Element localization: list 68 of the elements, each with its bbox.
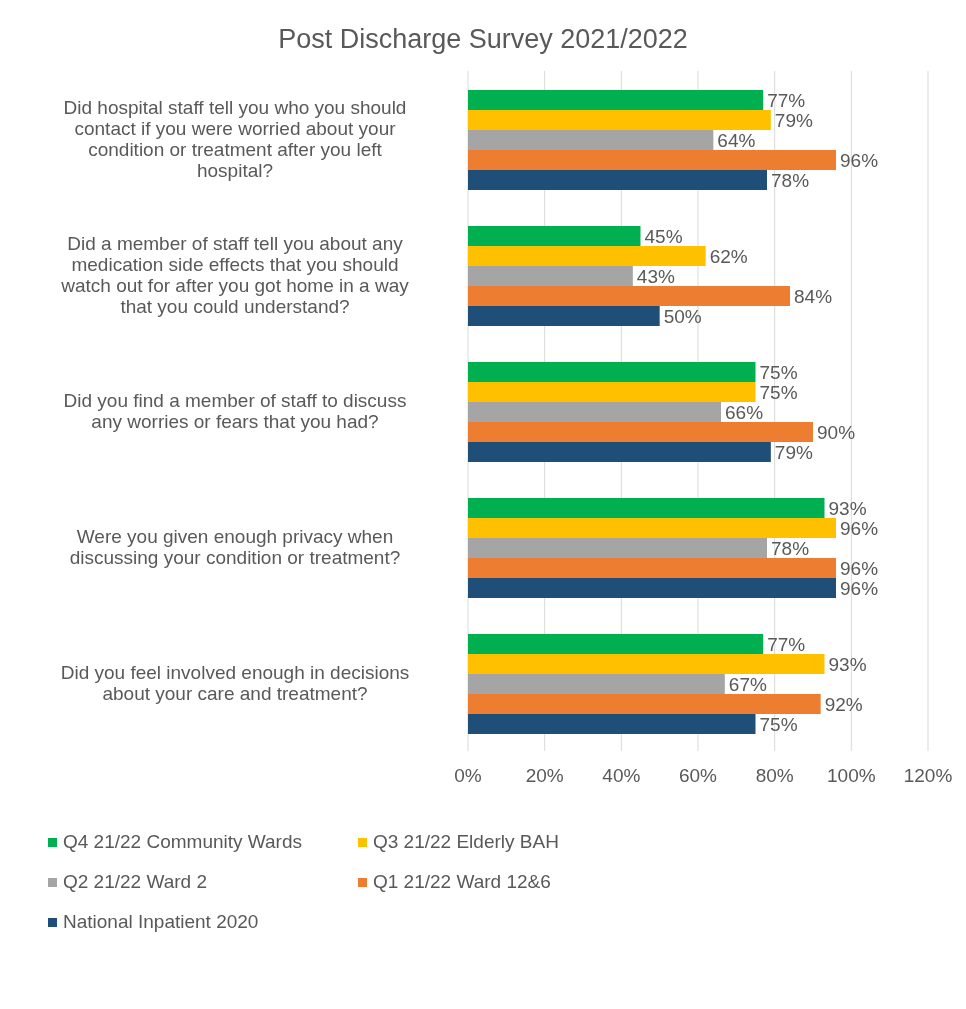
bar bbox=[468, 130, 714, 151]
data-label: 77% bbox=[767, 90, 806, 112]
data-label: 96% bbox=[840, 578, 879, 600]
chart-title: Post Discharge Survey 2021/2022 bbox=[277, 24, 689, 55]
y-tick-label: Did hospital staff tell you who you should contact if you were worried about your condition or treatment after you left hospital? bbox=[63, 96, 407, 181]
data-label: 84% bbox=[794, 286, 833, 308]
bar bbox=[468, 150, 836, 171]
x-tick-label: 40% bbox=[602, 765, 641, 787]
data-label: 43% bbox=[636, 266, 675, 288]
data-label: 75% bbox=[759, 362, 798, 384]
data-label: 96% bbox=[840, 558, 879, 580]
bar bbox=[468, 382, 756, 403]
bar bbox=[468, 422, 813, 443]
bar bbox=[468, 90, 764, 111]
bar bbox=[468, 538, 767, 559]
bar bbox=[468, 362, 756, 383]
bar bbox=[468, 226, 641, 247]
legend-label: National Inpatient 2020 bbox=[63, 911, 259, 933]
y-tick-label: Were you given enough privacy when discussing your condition or treatment? bbox=[69, 525, 401, 568]
data-label: 90% bbox=[817, 422, 856, 444]
y-tick-label: Did you find a member of staff to discuss any worries or fears that you had? bbox=[63, 389, 407, 432]
bar bbox=[468, 246, 706, 267]
bar bbox=[468, 498, 825, 519]
data-label: 45% bbox=[644, 226, 683, 248]
bar bbox=[468, 306, 660, 327]
x-tick-label: 80% bbox=[755, 765, 794, 787]
bar bbox=[468, 266, 633, 287]
x-tick-label: 120% bbox=[903, 765, 953, 787]
data-label: 78% bbox=[771, 170, 810, 192]
bar bbox=[468, 286, 790, 307]
legend-label: Q4 21/22 Community Wards bbox=[63, 831, 302, 853]
data-label: 75% bbox=[759, 714, 798, 736]
data-label: 78% bbox=[771, 538, 810, 560]
legend-label: Q2 21/22 Ward 2 bbox=[63, 871, 207, 893]
data-label: 96% bbox=[840, 518, 879, 540]
data-label: 79% bbox=[774, 110, 813, 132]
x-tick-label: 60% bbox=[678, 765, 718, 787]
data-label: 50% bbox=[663, 306, 702, 328]
data-label: 93% bbox=[828, 498, 867, 520]
legend-label: Q3 21/22 Elderly BAH bbox=[373, 831, 559, 853]
data-label: 79% bbox=[774, 442, 813, 464]
bar bbox=[468, 442, 771, 463]
y-tick-label: Did you feel involved enough in decisions about your care and treatment? bbox=[60, 661, 410, 704]
x-tick-label: 0% bbox=[454, 765, 482, 787]
data-label: 62% bbox=[709, 246, 748, 268]
bar bbox=[468, 654, 825, 675]
bar bbox=[468, 518, 836, 539]
data-label: 92% bbox=[824, 694, 863, 716]
bar bbox=[468, 694, 821, 715]
data-label: 67% bbox=[728, 674, 767, 696]
bar bbox=[468, 674, 725, 695]
bar bbox=[468, 714, 756, 735]
x-tick-label: 20% bbox=[525, 765, 564, 787]
bar bbox=[468, 170, 767, 191]
bar bbox=[468, 634, 764, 655]
y-tick-label: Did a member of staff tell you about any medication side effects that you should watch out for after you got home in a way that you could understand? bbox=[60, 232, 410, 317]
data-label: 75% bbox=[759, 382, 798, 404]
bar bbox=[468, 578, 836, 599]
data-label: 66% bbox=[725, 402, 764, 424]
legend-label: Q1 21/22 Ward 12&6 bbox=[373, 871, 551, 893]
data-label: 64% bbox=[717, 130, 756, 152]
data-label: 96% bbox=[840, 150, 879, 172]
bar bbox=[468, 402, 721, 423]
x-tick-label: 100% bbox=[827, 765, 876, 787]
data-label: 77% bbox=[767, 634, 806, 656]
bar bbox=[468, 558, 836, 579]
bar bbox=[468, 110, 771, 131]
data-label: 93% bbox=[828, 654, 867, 676]
